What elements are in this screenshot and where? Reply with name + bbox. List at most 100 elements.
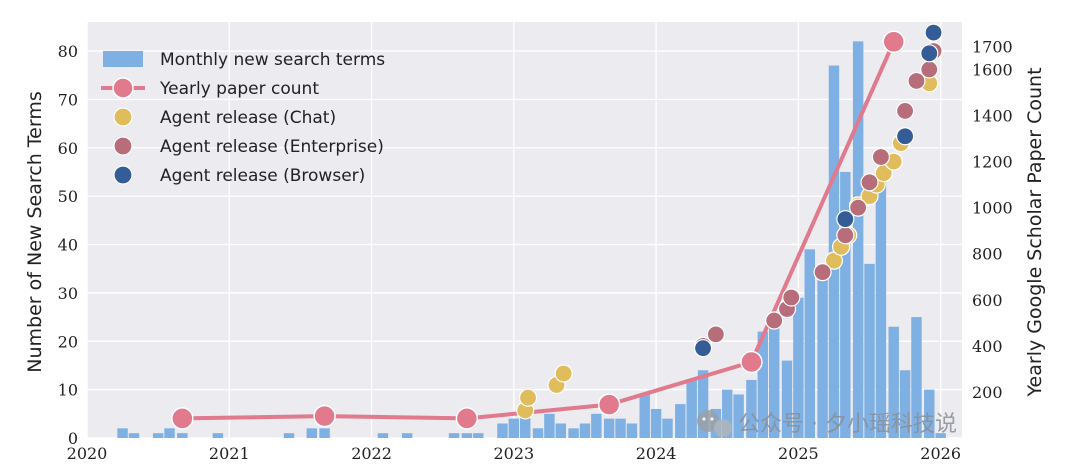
bar [508, 418, 520, 438]
bar [532, 428, 544, 438]
bar [781, 360, 793, 438]
bar [283, 433, 295, 438]
bar [768, 321, 780, 438]
bar [899, 370, 911, 438]
y-tick-label: 70 [58, 90, 78, 109]
bar [864, 263, 875, 438]
x-tick-label: 2020 [67, 444, 108, 463]
watermark-text: 公众号 · 夕小瑶科技说 [738, 412, 957, 437]
bar [888, 326, 899, 438]
legend-label: Yearly paper count [159, 79, 319, 99]
y-tick-label: 0 [68, 429, 78, 448]
y-tick-label: 50 [58, 187, 78, 206]
bar [675, 404, 686, 438]
y2-tick-label: 400 [972, 337, 1003, 356]
enterprise-release-point [895, 101, 915, 121]
bar [911, 317, 922, 438]
bar [555, 423, 566, 438]
y2-tick-label: 1400 [972, 107, 1013, 126]
y2-tick-label: 600 [972, 291, 1003, 310]
y2-tick-label: 1600 [972, 60, 1013, 79]
bar [177, 433, 188, 438]
enterprise-release-point [813, 263, 832, 282]
bar [650, 408, 662, 438]
enterprise-release-point [706, 325, 725, 344]
enterprise-release-point [860, 173, 879, 192]
bar [924, 389, 935, 438]
browser-release-point [920, 44, 939, 63]
bar [840, 171, 851, 438]
bar [461, 433, 473, 438]
wechat-icon [697, 410, 732, 437]
bar [603, 418, 615, 438]
bar [722, 389, 733, 438]
enterprise-release-point [782, 288, 801, 307]
watermark: 公众号 · 夕小瑶科技说 [697, 410, 957, 437]
y-tick-label: 10 [58, 381, 78, 400]
legend-swatch-dot [113, 136, 133, 156]
browser-release-point [924, 23, 943, 42]
legend-label: Agent release (Browser) [160, 166, 365, 186]
bar [793, 297, 804, 438]
bar [377, 433, 389, 438]
y2-axis-ticks: 200 400 600 800 1000 1200 1400 1600 1700 [972, 37, 1013, 402]
x-tick-label: 2025 [778, 444, 819, 463]
legend-swatch-dot [113, 165, 133, 185]
browser-release-point [836, 210, 855, 229]
bar [615, 418, 626, 438]
bar [662, 418, 673, 438]
legend-swatch-bar [103, 51, 143, 67]
gridlines [86, 22, 962, 439]
bar [117, 428, 128, 438]
chat-release-point [518, 388, 538, 407]
enterprise-release-point [871, 147, 891, 167]
legend-label: Agent release (Enterprise) [160, 137, 384, 157]
y2-tick-label: 800 [972, 245, 1003, 264]
enterprise-release-point [836, 226, 855, 245]
enterprise-release-point [920, 60, 939, 79]
bar [804, 249, 815, 438]
enterprise-release-point [765, 311, 784, 330]
bar [591, 413, 602, 438]
browser-release-point [693, 339, 713, 358]
bar [746, 379, 757, 438]
bar [128, 433, 140, 438]
paper-count-point [740, 350, 763, 374]
plot-area [87, 22, 962, 438]
legend-swatch-line-marker [112, 77, 134, 99]
paper-count-point [313, 404, 336, 428]
y-tick-label: 80 [58, 42, 78, 61]
bar [697, 370, 709, 438]
y-axis-label: Number of New Search Terms [24, 91, 46, 372]
bar [626, 423, 638, 438]
y-tick-label: 40 [58, 236, 78, 255]
y-axis-ticks: 0 10 20 30 40 50 60 70 80 [58, 42, 78, 448]
paper-count-point [455, 407, 479, 430]
paper-count-line [182, 40, 896, 421]
bar [568, 428, 579, 438]
x-tick-label: 2023 [493, 444, 534, 463]
x-tick-label: 2026 [920, 444, 961, 463]
bar [497, 423, 508, 438]
bar [473, 433, 484, 438]
bar [817, 273, 828, 438]
y2-axis-label: Yearly Google Scholar Paper Count [1024, 67, 1046, 397]
line-series [171, 30, 905, 430]
bar [401, 433, 413, 438]
y2-tick-label: 1000 [972, 199, 1013, 218]
y2-tick-label: 1200 [972, 153, 1013, 172]
bar [875, 181, 887, 438]
bar [579, 423, 591, 438]
chat-release-point [554, 364, 573, 383]
bar [852, 41, 864, 438]
x-tick-label: 2022 [351, 444, 392, 463]
y2-tick-label: 1700 [972, 37, 1013, 56]
bar [212, 433, 224, 438]
scatter-series [516, 23, 943, 420]
bar [935, 433, 946, 438]
bar [164, 428, 175, 438]
x-tick-label: 2024 [636, 444, 677, 463]
bar [319, 428, 330, 438]
y2-tick-label: 200 [972, 383, 1003, 402]
